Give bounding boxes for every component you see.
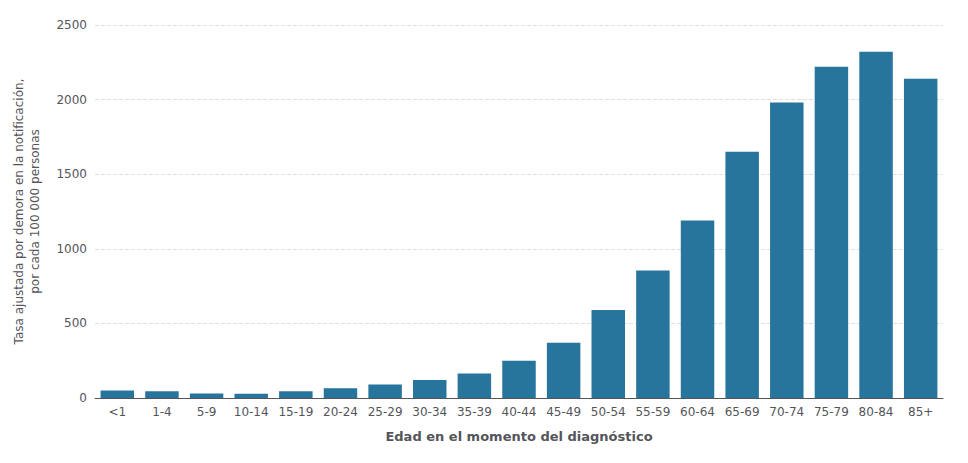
svg-text:55-59: 55-59 (635, 405, 670, 419)
svg-text:Edad en el momento del diagnós: Edad en el momento del diagnóstico (385, 429, 652, 444)
svg-text:1500: 1500 (56, 167, 87, 181)
svg-text:65-69: 65-69 (725, 405, 760, 419)
svg-text:15-19: 15-19 (278, 405, 313, 419)
svg-text:5-9: 5-9 (197, 405, 217, 419)
svg-text:0: 0 (79, 391, 87, 405)
svg-text:1-4: 1-4 (152, 405, 172, 419)
svg-text:25-29: 25-29 (368, 405, 403, 419)
svg-text:10-14: 10-14 (234, 405, 269, 419)
svg-text:30-34: 30-34 (412, 405, 447, 419)
svg-text:70-74: 70-74 (769, 405, 804, 419)
svg-text:45-49: 45-49 (546, 405, 581, 419)
svg-text:500: 500 (64, 316, 87, 330)
svg-text:1000: 1000 (56, 242, 87, 256)
svg-text:40-44: 40-44 (502, 405, 537, 419)
svg-text:2000: 2000 (56, 93, 87, 107)
svg-text:80-84: 80-84 (859, 405, 894, 419)
svg-text:<1: <1 (108, 405, 126, 419)
svg-text:Tasa ajustada por demora en la: Tasa ajustada por demora en la notificac… (12, 79, 26, 346)
svg-text:75-79: 75-79 (814, 405, 849, 419)
svg-text:60-64: 60-64 (680, 405, 715, 419)
svg-text:50-54: 50-54 (591, 405, 626, 419)
svg-text:85+: 85+ (908, 405, 933, 419)
svg-text:20-24: 20-24 (323, 405, 358, 419)
svg-text:2500: 2500 (56, 18, 87, 32)
svg-text:35-39: 35-39 (457, 405, 492, 419)
svg-text:por cada 100 000 personas: por cada 100 000 personas (28, 129, 42, 294)
